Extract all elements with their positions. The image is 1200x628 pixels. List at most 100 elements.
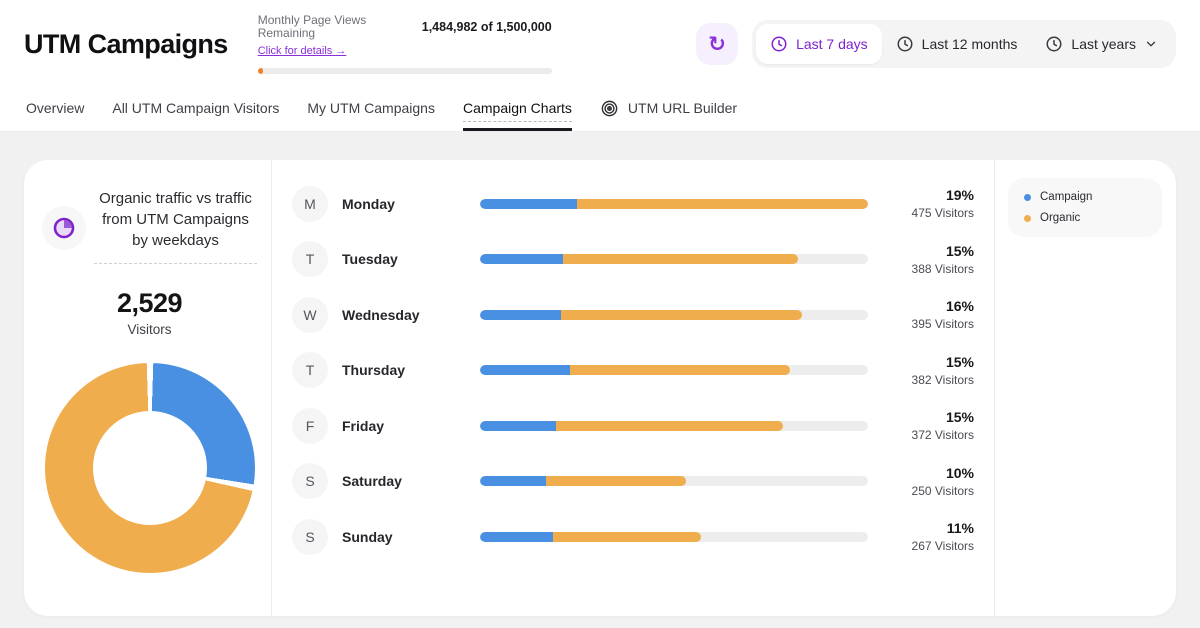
- weekday-initial-chip: F: [292, 407, 328, 444]
- clock-icon: [1046, 36, 1062, 52]
- weekday-row: T Tuesday 15% 388 Visitors: [292, 232, 974, 288]
- weekday-initial-chip: S: [292, 518, 328, 555]
- row-stats: 19% 475 Visitors: [882, 187, 974, 220]
- tab-overview[interactable]: Overview: [26, 88, 84, 131]
- range-button-last-years[interactable]: Last years: [1031, 24, 1172, 64]
- range-label: Last 7 days: [796, 36, 868, 52]
- weekday-label: Thursday: [342, 362, 406, 379]
- weekday-row: S Saturday 10% 250 Visitors: [292, 454, 974, 510]
- utm-url-builder-icon: [601, 100, 618, 116]
- bar-segment-campaign: [480, 198, 577, 209]
- total-visitors-value: 2,529: [116, 288, 183, 318]
- row-percent: 19%: [945, 187, 974, 204]
- main-content: Organic traffic vs traffic from UTM Camp…: [0, 132, 1200, 628]
- clock-icon: [897, 36, 913, 52]
- stacked-bar[interactable]: [480, 198, 868, 209]
- stacked-bar[interactable]: [480, 531, 868, 542]
- weekday-initial-chip: M: [292, 185, 328, 222]
- bar-segment-campaign: [480, 309, 561, 320]
- row-visitors: 372 Visitors: [911, 428, 974, 443]
- bar-segment-organic: [562, 254, 799, 265]
- weekday-initial-chip: T: [292, 352, 328, 389]
- range-button-last-12-months[interactable]: Last 12 months: [882, 24, 1032, 64]
- row-visitors: 395 Visitors: [911, 317, 974, 332]
- bar-segment-campaign: [480, 531, 553, 542]
- row-stats: 16% 395 Visitors: [882, 298, 974, 331]
- tab-label: Overview: [26, 100, 85, 116]
- legend-label: Campaign: [1040, 191, 1093, 203]
- weekday-row: F Friday 15% 372 Visitors: [292, 398, 974, 454]
- bar-segment-organic: [552, 531, 702, 542]
- row-percent: 15%: [945, 353, 974, 370]
- row-percent: 16%: [945, 298, 974, 315]
- tab-label: UTM URL Builder: [627, 100, 738, 116]
- row-stats: 15% 382 Visitors: [882, 354, 974, 387]
- tab-utm-url-builder[interactable]: UTM URL Builder: [600, 88, 737, 131]
- stacked-bar[interactable]: [480, 365, 868, 376]
- stacked-bar[interactable]: [480, 309, 868, 320]
- weekday-label: Monday: [342, 195, 395, 212]
- stacked-bar[interactable]: [480, 420, 868, 431]
- legend-item-campaign: Campaign: [1024, 191, 1146, 203]
- pageviews-quota: Monthly Page Views Remaining Click for d…: [257, 12, 552, 75]
- row-percent: 11%: [946, 520, 974, 537]
- weekday-bars: M Monday 19% 475 Visitors T Tuesday 15% …: [272, 160, 994, 616]
- row-percent: 15%: [945, 242, 974, 259]
- weekday-row: T Thursday 15% 382 Visitors: [292, 343, 974, 399]
- tab-all-utm-campaign-visitors[interactable]: All UTM Campaign Visitors: [112, 88, 279, 131]
- tab-my-utm-campaigns[interactable]: My UTM Campaigns: [307, 88, 435, 131]
- bar-segment-campaign: [480, 254, 563, 265]
- bar-segment-organic: [570, 365, 791, 376]
- topbar: UTM Campaigns Monthly Page Views Remaini…: [0, 0, 1200, 88]
- page-title: UTM Campaigns: [24, 28, 228, 59]
- weekday-initial-chip: W: [292, 296, 328, 333]
- stacked-bar[interactable]: [480, 254, 868, 265]
- pageviews-label: Monthly Page Views Remaining: [257, 12, 367, 41]
- bar-segment-campaign: [480, 365, 570, 376]
- range-label: Last 12 months: [921, 36, 1018, 52]
- pageviews-details-link[interactable]: Click for details →: [257, 45, 347, 58]
- bar-segment-campaign: [480, 476, 546, 487]
- legend-label: Organic: [1040, 212, 1081, 224]
- stacked-bar[interactable]: [480, 476, 868, 487]
- pageviews-count: 1,484,982 of 1,500,000: [421, 19, 552, 34]
- pie-chart-icon: [53, 217, 75, 239]
- pageviews-progress-fill: [257, 68, 263, 75]
- weekday-label: Sunday: [342, 528, 393, 545]
- date-range-group: Last 7 days Last 12 months Last years: [752, 20, 1176, 68]
- tab-label: All UTM Campaign Visitors: [112, 100, 280, 116]
- weekday-label: Wednesday: [342, 306, 420, 323]
- pageviews-progressbar: [257, 68, 552, 75]
- row-visitors: 388 Visitors: [911, 261, 974, 276]
- legend-column: Campaign Organic: [995, 160, 1176, 616]
- legend-item-organic: Organic: [1024, 212, 1146, 224]
- refresh-icon: ↻: [708, 32, 726, 56]
- tab-label: My UTM Campaigns: [307, 100, 435, 116]
- summary-panel: Organic traffic vs traffic from UTM Camp…: [24, 160, 271, 616]
- campaign-chart-card: Organic traffic vs traffic from UTM Camp…: [24, 160, 1176, 616]
- clock-icon: [771, 36, 787, 52]
- row-percent: 10%: [945, 464, 974, 481]
- row-stats: 15% 372 Visitors: [882, 409, 974, 442]
- row-visitors: 250 Visitors: [911, 483, 974, 498]
- legend-dot: [1024, 214, 1031, 222]
- chart-legend: Campaign Organic: [1008, 178, 1162, 237]
- row-percent: 15%: [945, 409, 974, 426]
- tab-campaign-charts[interactable]: Campaign Charts: [462, 88, 572, 131]
- chart-title: Organic traffic vs traffic from UTM Camp…: [94, 188, 257, 264]
- tab-bar: Overview All UTM Campaign Visitors My UTM …: [0, 88, 1200, 132]
- row-stats: 10% 250 Visitors: [882, 465, 974, 498]
- weekday-row: W Wednesday 16% 395 Visitors: [292, 287, 974, 343]
- bar-segment-organic: [577, 198, 868, 209]
- range-button-last-7-days[interactable]: Last 7 days: [756, 24, 882, 64]
- weekday-row: S Sunday 11% 267 Visitors: [292, 509, 974, 565]
- weekday-label: Saturday: [342, 473, 402, 490]
- row-stats: 11% 267 Visitors: [882, 520, 974, 553]
- donut-chart: [44, 363, 255, 573]
- bar-segment-organic: [560, 309, 803, 320]
- legend-dot: [1024, 193, 1031, 201]
- refresh-button[interactable]: ↻: [696, 23, 739, 65]
- row-visitors: 475 Visitors: [911, 206, 974, 221]
- pie-chart-icon-chip: [42, 206, 86, 250]
- row-visitors: 382 Visitors: [911, 372, 974, 387]
